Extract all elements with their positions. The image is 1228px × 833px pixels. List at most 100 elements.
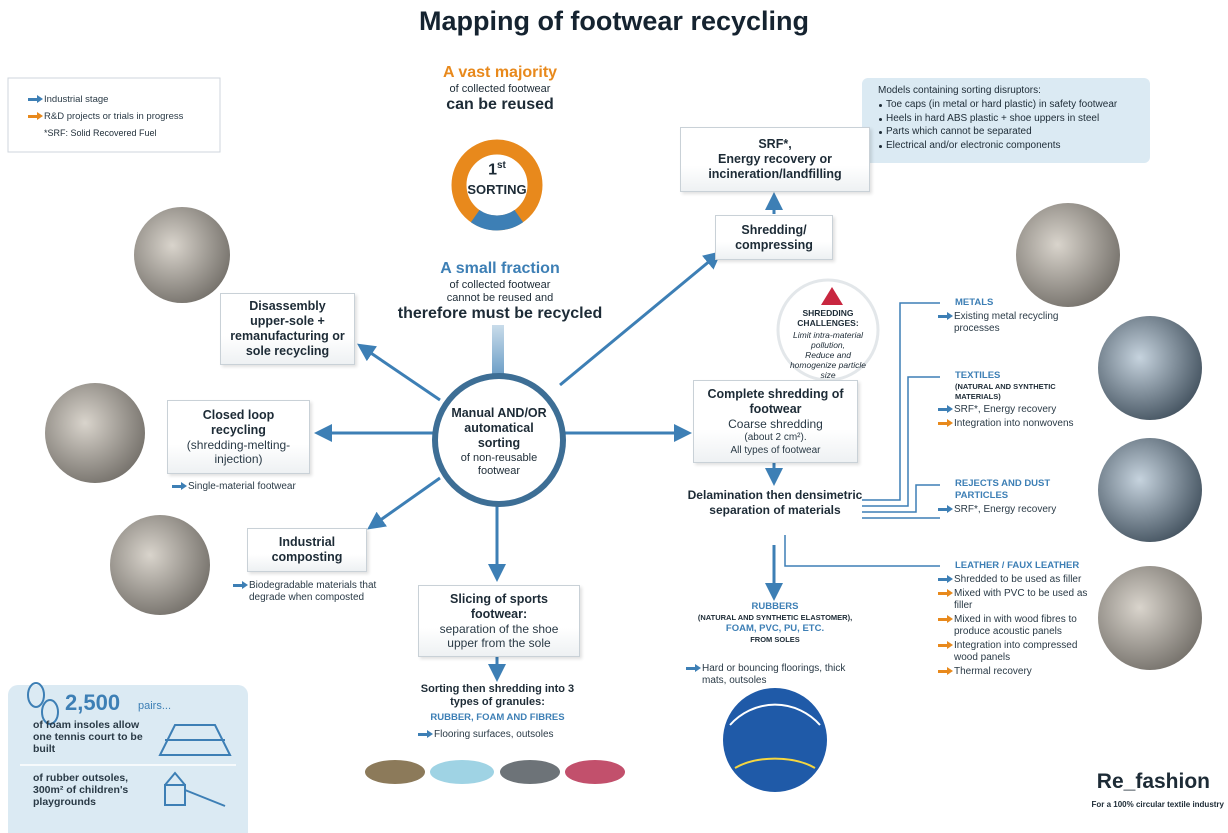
stage-arrow [686, 667, 696, 670]
flow-arrow [362, 347, 440, 400]
rubbers-from: FROM SOLES [680, 635, 870, 645]
item-text: Integration into nonwovens [954, 418, 1074, 430]
bullet [879, 118, 882, 121]
list-item: SRF*, Energy recovery [938, 404, 1088, 416]
box-text: All types of footwear [730, 444, 820, 457]
legend: Industrial stage R&D projects or trials i… [28, 89, 218, 123]
list-item: Shredded to be used as filler [938, 574, 1088, 586]
item-text: Thermal recovery [954, 666, 1032, 678]
list-item: Industrial stage [28, 94, 218, 106]
infographic: Mapping of footwear recycling Industrial … [0, 0, 1228, 833]
flow-arrow [372, 478, 440, 526]
disruptor-item: Parts which cannot be separated [878, 125, 1148, 139]
photo-soles [45, 383, 145, 483]
stage-arrow [418, 733, 428, 736]
sorting-label: SORTING [457, 182, 537, 197]
ordinal-suffix: st [497, 160, 506, 171]
list-item: Mixed in with wood fibres to produce aco… [938, 614, 1088, 638]
stage-arrow [938, 508, 948, 511]
box-text: Slicing of sports footwear: [427, 592, 571, 622]
disassembly-box: Disassembly upper-sole + remanufacturing… [220, 293, 355, 365]
rubbers-title: RUBBERS [680, 601, 870, 613]
list-item: Biodegradable materials that degrade whe… [233, 580, 383, 604]
photo-textiles [1098, 316, 1202, 420]
box-text: Shredding/ compressing [724, 223, 824, 253]
shredding-box: Shredding/ compressing [715, 215, 833, 260]
bullet [879, 104, 882, 107]
challenges-title: SHREDDING CHALLENGES: [788, 308, 868, 328]
disruptor-item: Electrical and/or electronic components [878, 139, 1148, 153]
challenge-item: Reduce and homogenize particle size [783, 350, 873, 380]
majority-main: can be reused [400, 96, 600, 114]
disruptors-list: Toe caps (in metal or hard plastic) in s… [878, 98, 1148, 152]
srf-box: SRF*,Energy recovery or incineration/lan… [680, 127, 870, 192]
stage-arrow [28, 98, 38, 101]
list-item: R&D projects or trials in progress [28, 111, 218, 123]
item-text: Mixed in with wood fibres to produce aco… [954, 614, 1088, 638]
separation-line [785, 535, 940, 566]
output-title: TEXTILES [938, 370, 1088, 382]
challenge-item: Limit intra-material pollution, [783, 330, 873, 350]
box-text: Industrial composting [256, 535, 358, 565]
item-text: Integration into compressed wood panels [954, 640, 1088, 664]
fraction-lead: A small fraction [400, 260, 600, 278]
item-text: Shredded to be used as filler [954, 574, 1081, 586]
list-item: Integration into nonwovens [938, 418, 1088, 430]
closed-loop-box: Closed loop recycling(shredding-melting-… [167, 400, 310, 474]
output-group: LEATHER / FAUX LEATHER Shredded to be use… [938, 560, 1088, 678]
item-text: SRF*, Energy recovery [954, 404, 1056, 416]
center-sub: of non-reusable footwear [454, 452, 544, 478]
challenges-list: Limit intra-material pollution,Reduce an… [783, 330, 873, 380]
stats-fact: of foam insoles allow one tennis court t… [33, 719, 153, 755]
photo-metals [1016, 203, 1120, 307]
title: Mapping of footwear recycling [0, 6, 1228, 37]
fraction-sub: of collected footwear cannot be reused a… [435, 279, 565, 305]
rubbers-items: Hard or bouncing floorings, thick mats, … [686, 661, 846, 687]
granules-note: Flooring surfaces, outsoles [418, 727, 588, 741]
box-text: (shredding-melting-injection) [176, 438, 301, 466]
item-text: Flooring surfaces, outsoles [434, 729, 554, 741]
granules-title: Sorting then shredding into 3 types of g… [420, 683, 575, 709]
item-text: Mixed with PVC to be used as filler [954, 588, 1088, 612]
item-text: Single-material footwear [188, 481, 296, 493]
photo-rejects [1098, 438, 1202, 542]
granules-fibres [500, 760, 560, 784]
item-text: Industrial stage [44, 94, 108, 106]
stage-arrow [938, 670, 948, 673]
sorting-ordinal: 1st [457, 160, 537, 179]
output-title: METALS [938, 297, 1088, 309]
stats-figure: 2,500 [65, 690, 120, 716]
brand-tagline: For a 100% circular textile industry [1010, 800, 1224, 809]
item-text: SRF*, Energy recovery [954, 504, 1056, 516]
ordinal: 1 [488, 161, 497, 178]
item-text: R&D projects or trials in progress [44, 111, 183, 123]
output-title: LEATHER / FAUX LEATHER [938, 560, 1088, 572]
photo-sneaker [134, 207, 230, 303]
slicing-box: Slicing of sports footwear:separation of… [418, 585, 580, 657]
photo-compost [110, 515, 210, 615]
majority-lead: A vast majority [400, 64, 600, 82]
box-text: Energy recovery or incineration/landfill… [689, 152, 861, 182]
composting-box: Industrial composting [247, 528, 367, 572]
granules-rubber [365, 760, 425, 784]
stage-arrow [938, 592, 948, 595]
list-item: Thermal recovery [938, 666, 1088, 678]
composting-note: Biodegradable materials that degrade whe… [233, 578, 383, 604]
disruptor-item: Heels in hard ABS plastic + shoe uppers … [878, 112, 1148, 126]
bullet [879, 145, 882, 148]
list-item: Existing metal recycling processes [938, 311, 1088, 335]
box-text: Complete shredding of footwear [702, 387, 849, 417]
output-group: METALS Existing metal recycling processes [938, 297, 1088, 335]
stage-arrow [172, 485, 182, 488]
stats-fact: of rubber outsoles, 300m² of children's … [33, 772, 148, 808]
disruptors-title: Models containing sorting disruptors: [878, 85, 1041, 96]
stats-unit: pairs... [138, 700, 171, 712]
stage-arrow [938, 422, 948, 425]
separation-line [862, 485, 940, 512]
granules-types: RUBBER, FOAM AND FIBRES [400, 712, 595, 723]
output-subtitle: (NATURAL AND SYNTHETIC MATERIALS) [938, 382, 1088, 402]
disruptor-item: Toe caps (in metal or hard plastic) in s… [878, 98, 1148, 112]
stage-arrow [938, 618, 948, 621]
